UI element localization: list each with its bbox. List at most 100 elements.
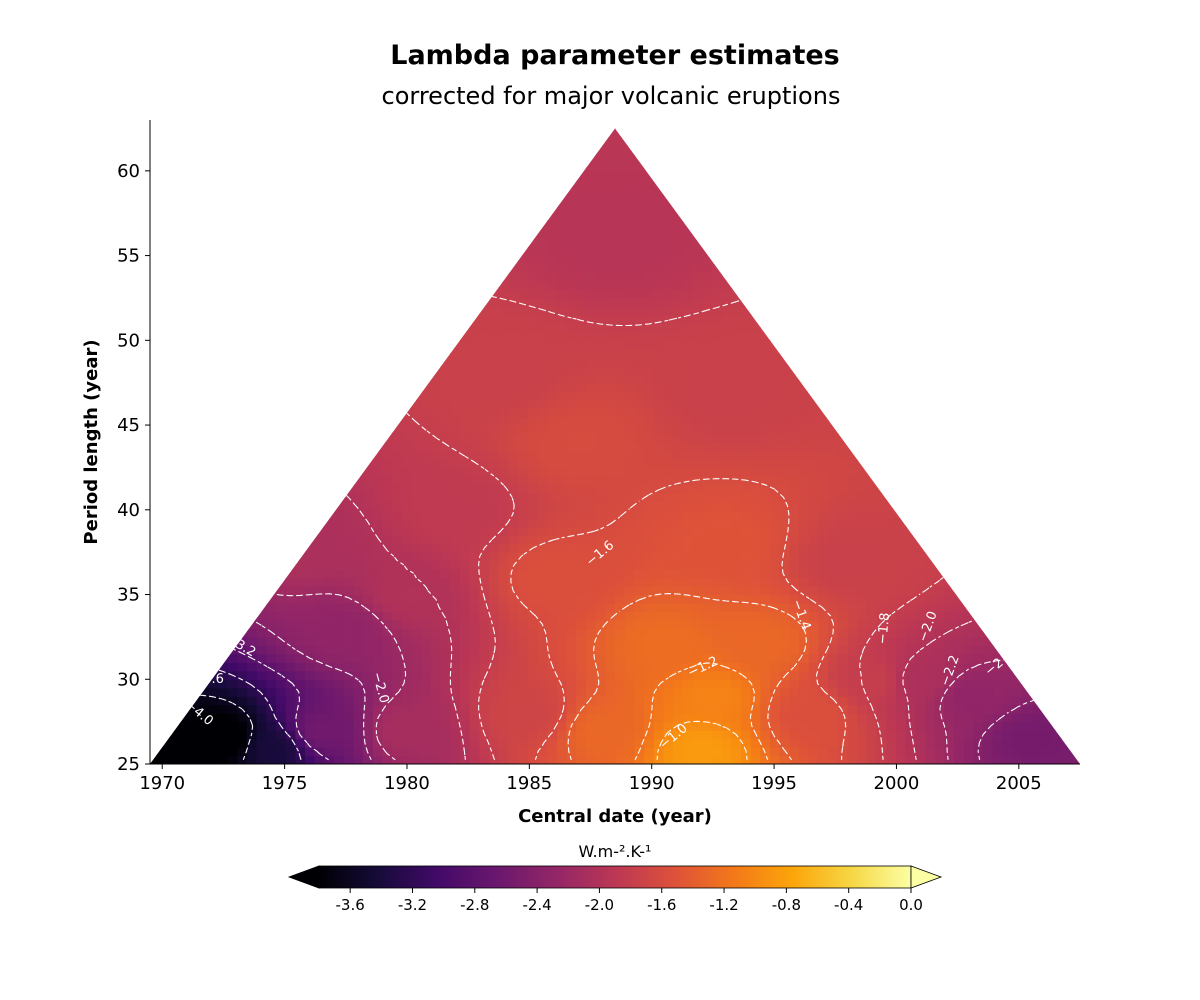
heatmap-cell bbox=[489, 543, 500, 553]
heatmap-cell bbox=[653, 713, 665, 723]
heatmap-cell bbox=[895, 475, 907, 485]
heatmap-cell bbox=[973, 755, 984, 764]
heatmap-cell bbox=[159, 662, 170, 672]
heatmap-cell bbox=[1012, 721, 1023, 731]
heatmap-cell bbox=[314, 382, 325, 392]
heatmap-cell bbox=[876, 484, 887, 494]
heatmap-cell bbox=[256, 721, 267, 731]
heatmap-cell bbox=[828, 670, 839, 680]
heatmap-cell bbox=[915, 467, 926, 477]
heatmap-cell bbox=[673, 475, 684, 485]
heatmap-cell bbox=[295, 713, 306, 723]
heatmap-cell bbox=[828, 552, 839, 562]
heatmap-cell bbox=[246, 416, 258, 426]
heatmap-cell bbox=[1041, 552, 1052, 562]
heatmap-cell bbox=[188, 543, 200, 553]
heatmap-cell bbox=[886, 738, 897, 748]
heatmap-cell bbox=[663, 730, 674, 740]
heatmap-cell bbox=[392, 755, 403, 764]
heatmap-cell bbox=[440, 323, 451, 333]
heatmap-cell bbox=[895, 696, 907, 706]
heatmap-cell bbox=[527, 636, 539, 646]
heatmap-cell bbox=[450, 721, 461, 731]
heatmap-cell bbox=[925, 738, 936, 748]
heatmap-cell bbox=[372, 382, 384, 392]
heatmap-cell bbox=[682, 399, 694, 409]
heatmap-cell bbox=[440, 586, 451, 596]
heatmap-cell bbox=[324, 357, 335, 367]
heatmap-cell bbox=[217, 509, 229, 519]
heatmap-cell bbox=[556, 509, 568, 519]
heatmap-cell bbox=[295, 670, 306, 680]
heatmap-cell bbox=[527, 374, 539, 384]
heatmap-cell bbox=[992, 442, 1004, 452]
heatmap-cell bbox=[508, 636, 519, 646]
heatmap-cell bbox=[343, 475, 355, 485]
heatmap-cell bbox=[508, 577, 519, 587]
heatmap-cell bbox=[401, 713, 413, 723]
heatmap-cell bbox=[314, 594, 325, 604]
heatmap-cell bbox=[217, 467, 229, 477]
heatmap-cell bbox=[179, 425, 190, 435]
heatmap-cell bbox=[895, 458, 907, 469]
heatmap-cell bbox=[828, 391, 839, 401]
heatmap-cell bbox=[760, 738, 771, 748]
heatmap-cell bbox=[770, 704, 781, 714]
heatmap-cell bbox=[256, 331, 267, 341]
heatmap-cell bbox=[770, 543, 781, 553]
heatmap-cell bbox=[702, 399, 713, 409]
heatmap-cell bbox=[576, 577, 587, 587]
heatmap-cell bbox=[750, 670, 761, 680]
heatmap-cell bbox=[208, 365, 219, 375]
heatmap-cell bbox=[673, 365, 684, 375]
heatmap-cell bbox=[876, 458, 887, 469]
heatmap-cell bbox=[314, 526, 325, 536]
heatmap-cell bbox=[479, 687, 490, 697]
heatmap-cell bbox=[1002, 374, 1013, 384]
heatmap-cell bbox=[450, 348, 461, 358]
heatmap-cell bbox=[179, 560, 190, 570]
heatmap-cell bbox=[527, 323, 539, 333]
heatmap-cell bbox=[392, 738, 403, 748]
heatmap-cell bbox=[266, 425, 277, 435]
heatmap-cell bbox=[634, 653, 645, 663]
heatmap-cell bbox=[673, 704, 684, 714]
heatmap-cell bbox=[1070, 679, 1080, 689]
heatmap-cell bbox=[227, 399, 238, 409]
heatmap-cell bbox=[585, 628, 597, 638]
heatmap-cell bbox=[634, 577, 645, 587]
heatmap-cell bbox=[895, 526, 907, 536]
heatmap-cell bbox=[634, 374, 645, 384]
heatmap-cell bbox=[217, 619, 229, 630]
heatmap-cell bbox=[217, 636, 229, 646]
heatmap-cell bbox=[954, 526, 965, 536]
heatmap-cell bbox=[285, 433, 296, 443]
heatmap-cell bbox=[566, 467, 577, 477]
heatmap-cell bbox=[217, 586, 229, 596]
heatmap-cell bbox=[934, 357, 945, 367]
heatmap-cell bbox=[789, 603, 800, 613]
heatmap-cell bbox=[227, 526, 238, 536]
heatmap-cell bbox=[150, 755, 161, 764]
heatmap-cell bbox=[372, 628, 384, 638]
heatmap-cell bbox=[334, 340, 345, 350]
heatmap-cell bbox=[886, 713, 897, 723]
heatmap-cell bbox=[595, 374, 606, 384]
heatmap-cell bbox=[518, 662, 529, 672]
heatmap-cell bbox=[925, 704, 936, 714]
heatmap-cell bbox=[1031, 458, 1042, 469]
heatmap-cell bbox=[760, 348, 771, 358]
heatmap-cell bbox=[954, 374, 965, 384]
heatmap-cell bbox=[256, 747, 267, 757]
heatmap-cell bbox=[353, 577, 364, 587]
heatmap-cell bbox=[479, 535, 490, 545]
heatmap-cell bbox=[179, 653, 190, 663]
heatmap-cell bbox=[392, 433, 403, 443]
heatmap-cell bbox=[615, 747, 626, 757]
heatmap-cell bbox=[585, 603, 597, 613]
heatmap-cell bbox=[886, 662, 897, 672]
heatmap-cell bbox=[1012, 543, 1023, 553]
heatmap-cell bbox=[799, 526, 810, 536]
heatmap-cell bbox=[770, 365, 781, 375]
heatmap-cell bbox=[556, 730, 568, 740]
